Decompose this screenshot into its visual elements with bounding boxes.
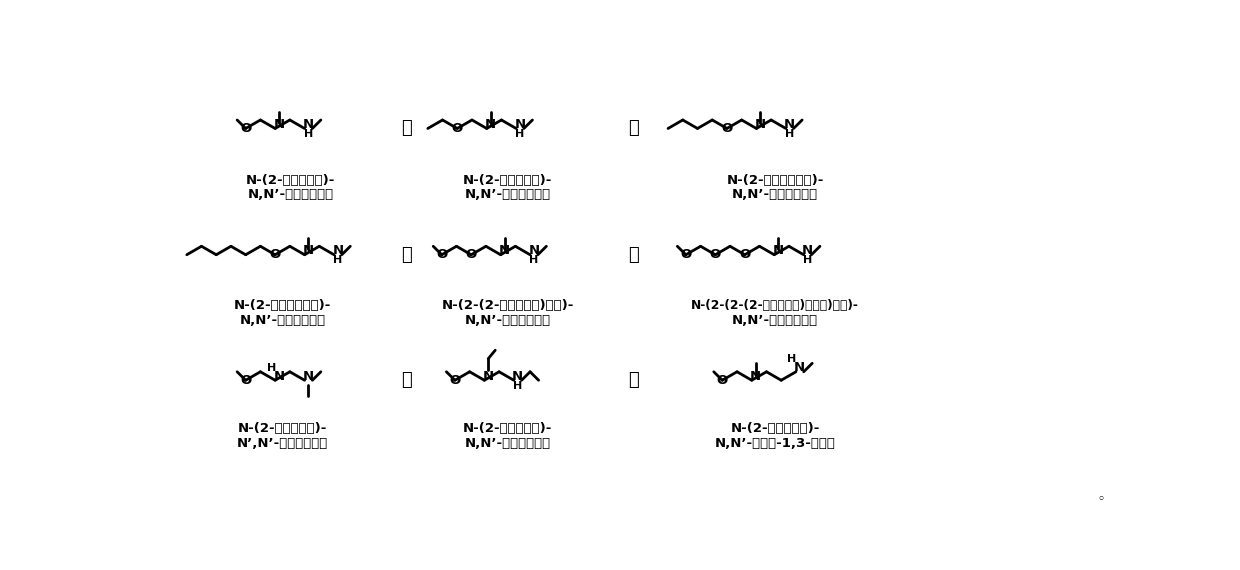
Text: N,N’-二甲基乙二胺: N,N’-二甲基乙二胺 bbox=[239, 314, 326, 327]
Text: N: N bbox=[485, 118, 496, 131]
Text: N: N bbox=[784, 118, 795, 131]
Text: H: H bbox=[529, 255, 538, 265]
Text: O: O bbox=[739, 249, 750, 261]
Text: N: N bbox=[274, 370, 284, 383]
Text: O: O bbox=[241, 122, 252, 135]
Text: N’,N’-二甲基乙二胺: N’,N’-二甲基乙二胺 bbox=[237, 437, 329, 450]
Text: N,N’-二甲基乙二胺: N,N’-二甲基乙二胺 bbox=[465, 188, 551, 201]
Text: N: N bbox=[802, 245, 813, 258]
Text: H: H bbox=[787, 355, 796, 364]
Text: H: H bbox=[785, 129, 795, 139]
Text: N-(2-正丁氧基乙基)-: N-(2-正丁氧基乙基)- bbox=[727, 173, 823, 186]
Text: N,N’-二甲基乙二胺: N,N’-二甲基乙二胺 bbox=[248, 188, 334, 201]
Text: O: O bbox=[722, 122, 733, 135]
Text: H: H bbox=[334, 255, 342, 265]
Text: N: N bbox=[515, 118, 526, 131]
Text: N: N bbox=[528, 245, 539, 258]
Text: H: H bbox=[304, 129, 312, 139]
Text: N: N bbox=[755, 118, 766, 131]
Text: ，: ， bbox=[629, 371, 640, 389]
Text: N-(2-甲氧基乙基)-: N-(2-甲氧基乙基)- bbox=[730, 422, 820, 435]
Text: N: N bbox=[482, 370, 494, 383]
Text: N: N bbox=[498, 245, 510, 258]
Text: O: O bbox=[269, 249, 280, 261]
Text: O: O bbox=[241, 374, 252, 387]
Text: N: N bbox=[303, 370, 314, 383]
Text: O: O bbox=[465, 249, 477, 261]
Text: N-(2-(2-(2-甲氧基乙基)乙氧基)乙基)-: N-(2-(2-(2-甲氧基乙基)乙氧基)乙基)- bbox=[691, 299, 859, 312]
Text: N-(2-(2-甲氧基乙基)乙基)-: N-(2-(2-甲氧基乙基)乙基)- bbox=[441, 299, 574, 312]
Text: N-(2-甲氧基乙基)-: N-(2-甲氧基乙基)- bbox=[238, 422, 327, 435]
Text: N-(2-乙氧基乙基)-: N-(2-乙氧基乙基)- bbox=[463, 173, 552, 186]
Text: N,N’-二甲基乙二胺: N,N’-二甲基乙二胺 bbox=[732, 188, 818, 201]
Text: N: N bbox=[303, 245, 314, 258]
Text: ，: ， bbox=[402, 371, 412, 389]
Text: N: N bbox=[773, 245, 784, 258]
Text: N-(2-甲氧基乙基)-: N-(2-甲氧基乙基)- bbox=[463, 422, 552, 435]
Text: N,N’-二甲基乙二胺: N,N’-二甲基乙二胺 bbox=[732, 314, 818, 327]
Text: N,N’-二乙基乙二胺: N,N’-二乙基乙二胺 bbox=[465, 437, 551, 450]
Text: N,N’-二甲基-1,3-丙二胺: N,N’-二甲基-1,3-丙二胺 bbox=[714, 437, 836, 450]
Text: O: O bbox=[717, 374, 728, 387]
Text: O: O bbox=[709, 249, 720, 261]
Text: O: O bbox=[681, 249, 692, 261]
Text: N: N bbox=[750, 370, 761, 383]
Text: N: N bbox=[303, 118, 314, 131]
Text: N: N bbox=[274, 118, 284, 131]
Text: ◦: ◦ bbox=[1097, 493, 1104, 503]
Text: ，: ， bbox=[402, 120, 412, 137]
Text: H: H bbox=[516, 129, 525, 139]
Text: N: N bbox=[332, 245, 343, 258]
Text: N-(2-正己氧基乙基)-: N-(2-正己氧基乙基)- bbox=[234, 299, 331, 312]
Text: ，: ， bbox=[629, 246, 640, 264]
Text: H: H bbox=[513, 381, 522, 390]
Text: N: N bbox=[795, 361, 805, 374]
Text: ，: ， bbox=[629, 120, 640, 137]
Text: N-(2-甲氧基乙基)-: N-(2-甲氧基乙基)- bbox=[246, 173, 335, 186]
Text: N: N bbox=[512, 370, 523, 383]
Text: O: O bbox=[451, 122, 463, 135]
Text: O: O bbox=[436, 249, 448, 261]
Text: O: O bbox=[449, 374, 460, 387]
Text: ，: ， bbox=[402, 246, 412, 264]
Text: H: H bbox=[267, 363, 275, 373]
Text: N,N’-二甲基乙二胺: N,N’-二甲基乙二胺 bbox=[465, 314, 551, 327]
Text: H: H bbox=[804, 255, 812, 265]
